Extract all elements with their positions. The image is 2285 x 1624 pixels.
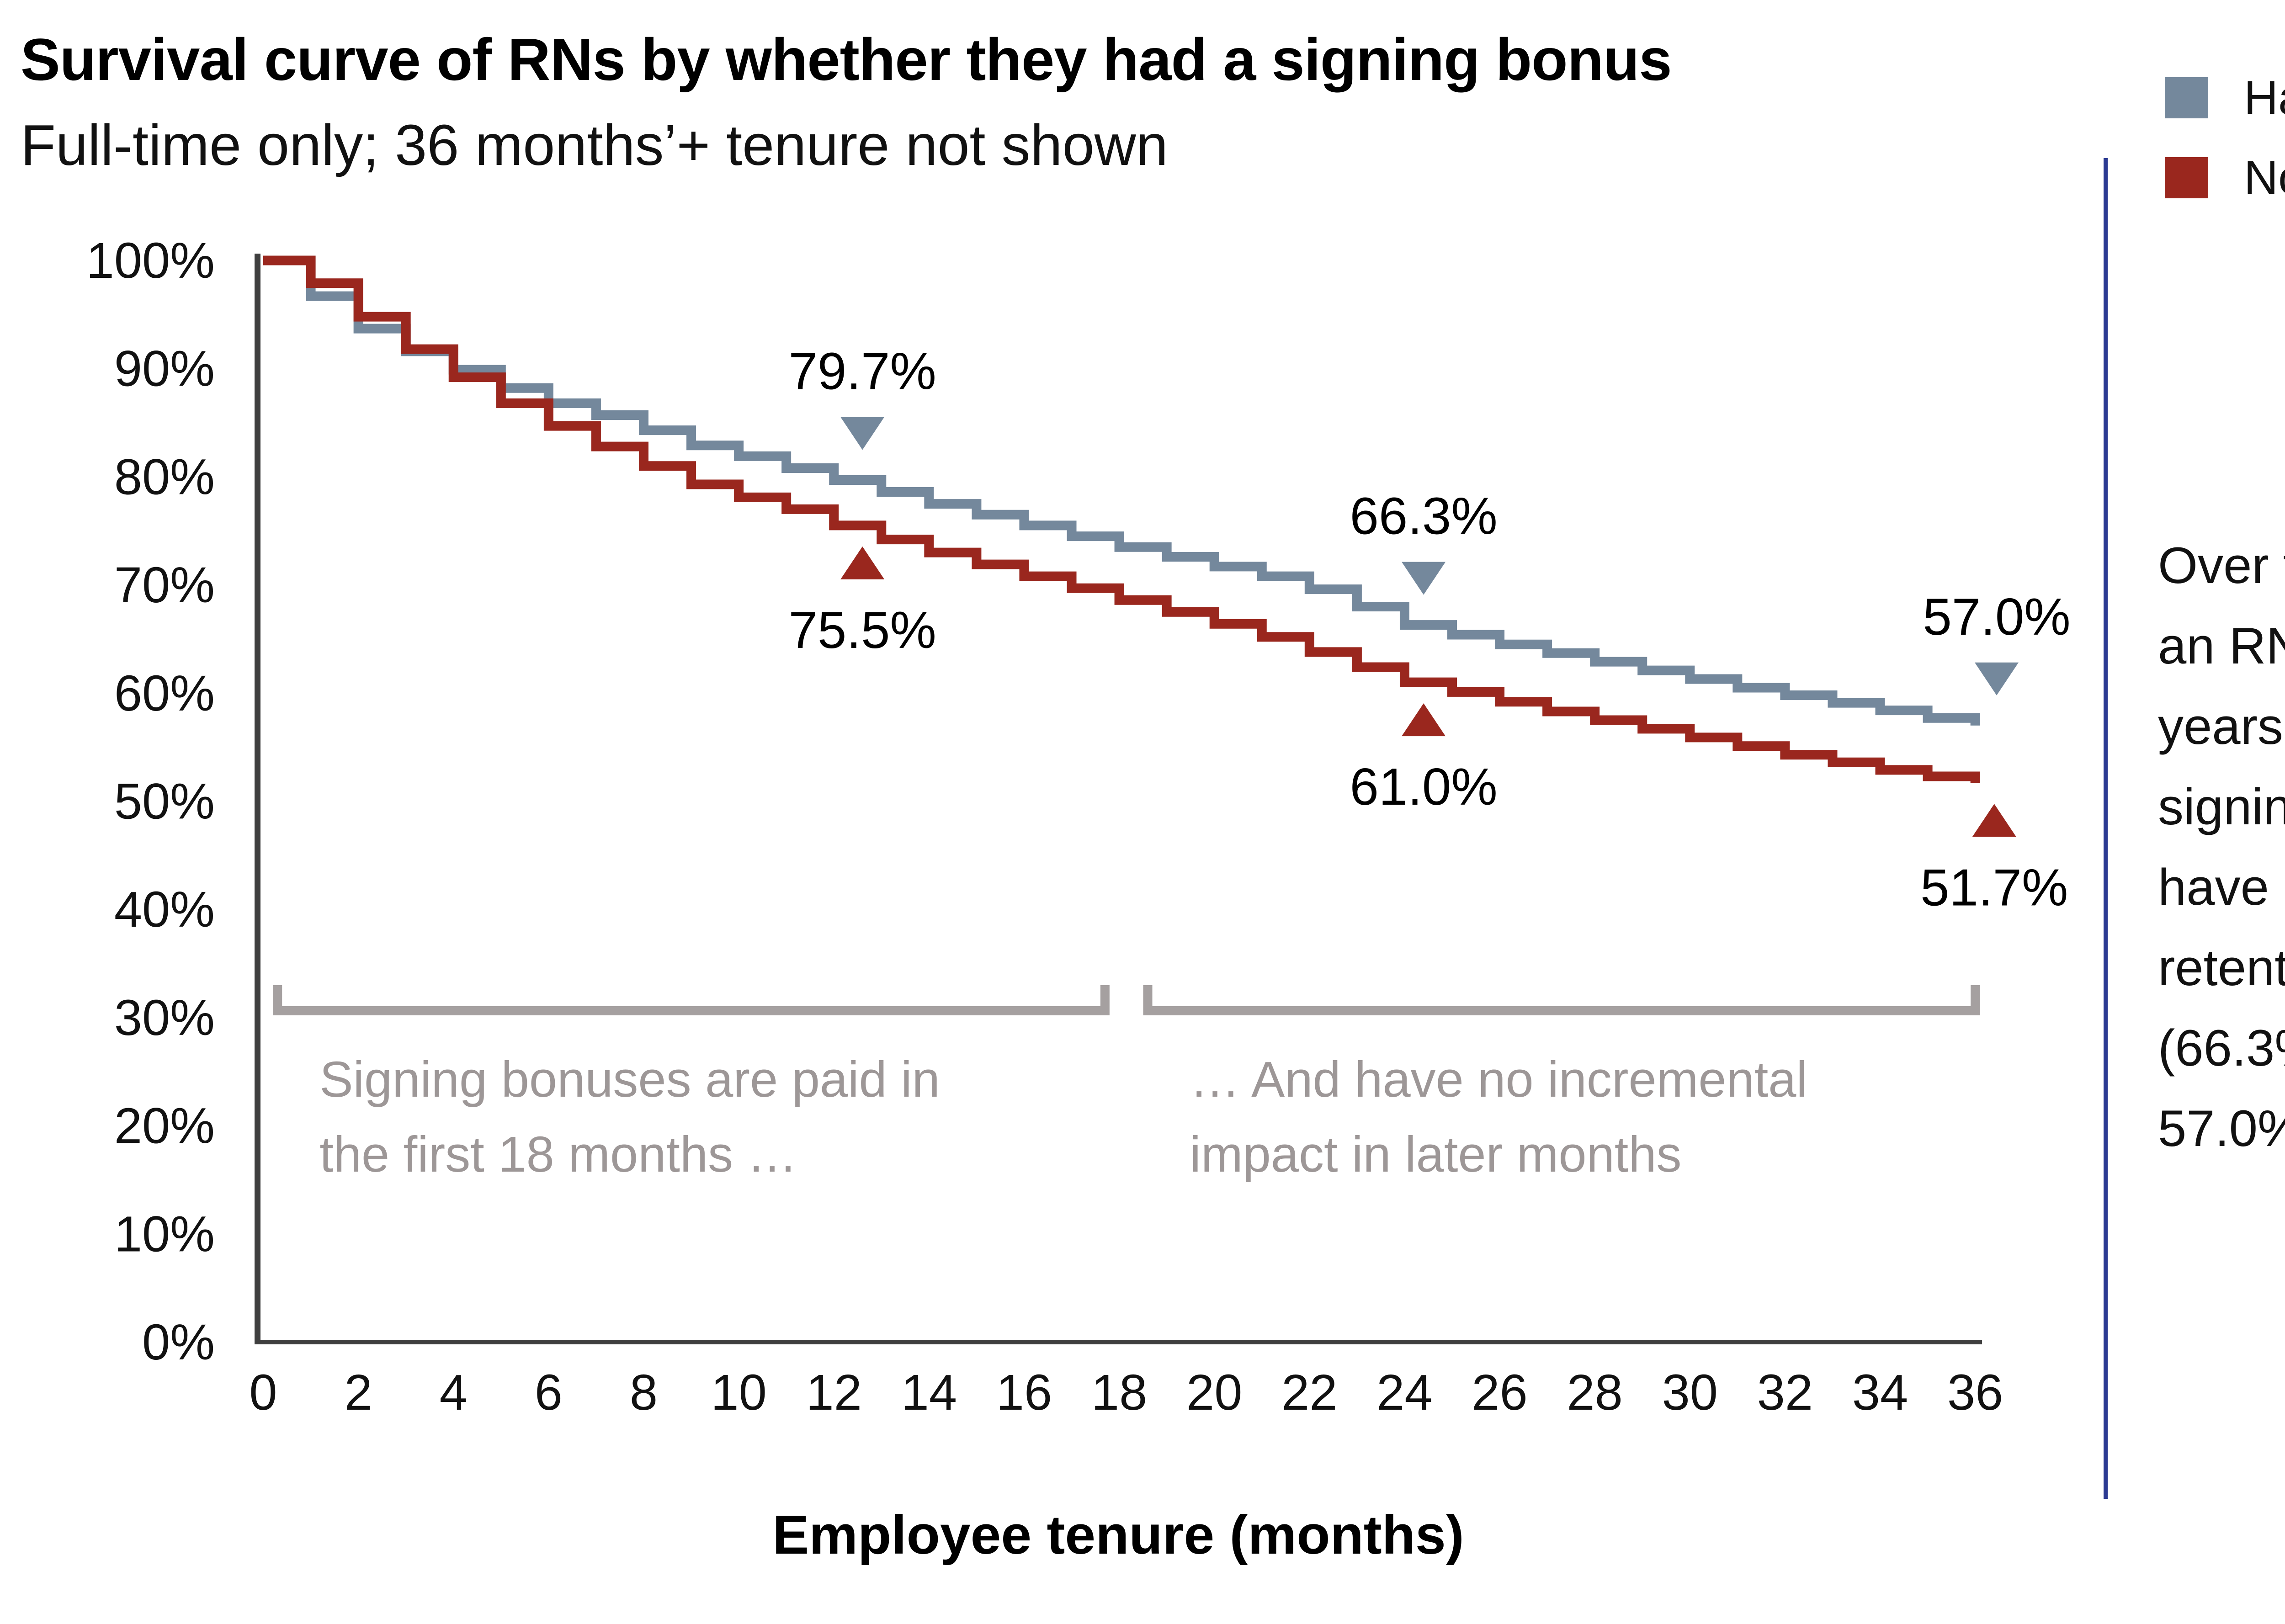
marker-triangle-up-icon: [1402, 703, 1446, 737]
marker-triangle-up-icon: [840, 546, 885, 579]
x-tick-label: 20: [1186, 1364, 1242, 1421]
x-tick-label: 0: [249, 1364, 277, 1421]
annotation-value-label: 61.0%: [1350, 758, 1497, 816]
x-tick-label: 2: [345, 1364, 372, 1421]
series-line-had-bonus: [263, 255, 1980, 726]
x-tick-label: 34: [1852, 1364, 1908, 1421]
side-note-text: Over the course of an RN’s first 2-3 yea…: [2158, 537, 2285, 1157]
x-axis-line: [255, 1340, 1982, 1344]
y-tick-label: 60%: [114, 665, 215, 722]
bracket-caption: Signing bonuses are paid in the first 18 …: [319, 1051, 940, 1183]
legend-swatch-no-bonus: [2165, 157, 2208, 198]
x-tick-label: 28: [1567, 1364, 1623, 1421]
range-bracket: [273, 985, 1110, 1015]
x-tick-label: 36: [1947, 1364, 2003, 1421]
annotation-value-label: 57.0%: [1923, 588, 2070, 646]
bracket-caption: … And have no incremental impact in later…: [1190, 1051, 1807, 1183]
annotation-value-label: 66.3%: [1350, 488, 1497, 546]
y-tick-label: 40%: [114, 881, 215, 938]
range-bracket: [1143, 985, 1980, 1015]
legend: Had signing bonus No signing bonus: [2165, 71, 2285, 237]
legend-item-no-bonus: No signing bonus: [2165, 151, 2285, 204]
y-tick-label: 100%: [86, 233, 215, 289]
marker-triangle-down-icon: [1974, 662, 2019, 695]
x-axis-title: Employee tenure (months): [772, 1504, 1464, 1566]
x-tick-label: 24: [1376, 1364, 1432, 1421]
y-tick-label: 0%: [142, 1314, 215, 1370]
x-tick-label: 8: [630, 1364, 658, 1421]
x-tick-label: 26: [1472, 1364, 1527, 1421]
legend-label-had-bonus: Had signing bonus: [2244, 71, 2285, 124]
chart-subtitle: Full-time only; 36 months’+ tenure not s…: [21, 113, 1168, 177]
y-tick-label: 10%: [114, 1206, 215, 1262]
y-tick-label: 90%: [114, 341, 215, 397]
x-tick-label: 22: [1281, 1364, 1337, 1421]
x-tick-label: 18: [1091, 1364, 1147, 1421]
y-axis-line: [255, 254, 260, 1344]
divider-line: [2104, 158, 2108, 1499]
y-tick-label: 70%: [114, 557, 215, 613]
legend-item-had-bonus: Had signing bonus: [2165, 71, 2285, 124]
x-tick-label: 12: [806, 1364, 862, 1421]
x-tick-label: 30: [1662, 1364, 1718, 1421]
x-tick-label: 10: [711, 1364, 766, 1421]
marker-triangle-down-icon: [840, 417, 885, 450]
marker-triangle-up-icon: [1972, 804, 2016, 837]
x-tick-label: 4: [440, 1364, 468, 1421]
x-tick-label: 32: [1757, 1364, 1813, 1421]
y-tick-label: 80%: [114, 449, 215, 505]
legend-label-no-bonus: No signing bonus: [2244, 151, 2285, 204]
legend-swatch-had-bonus: [2165, 77, 2208, 118]
annotation-value-label: 75.5%: [789, 601, 936, 659]
y-tick-label: 20%: [114, 1098, 215, 1154]
x-tick-label: 16: [996, 1364, 1052, 1421]
marker-triangle-down-icon: [1402, 562, 1446, 595]
annotation-value-label: 79.7%: [789, 343, 936, 401]
annotation-value-label: 51.7%: [1920, 859, 2068, 917]
x-tick-label: 6: [535, 1364, 563, 1421]
y-tick-label: 50%: [114, 774, 215, 830]
y-tick-label: 30%: [114, 990, 215, 1046]
x-tick-label: 14: [901, 1364, 957, 1421]
series-line-no-bonus: [263, 255, 1980, 783]
chart-title: Survival curve of RNs by whether they ha…: [21, 26, 1672, 93]
